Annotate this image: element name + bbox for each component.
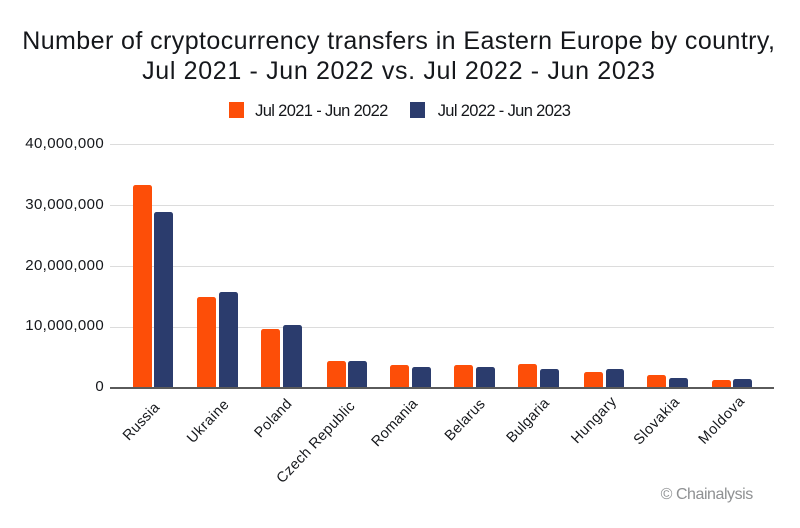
svg-text:Romania: Romania xyxy=(369,396,422,451)
svg-text:Russia: Russia xyxy=(120,399,164,444)
svg-text:Slovakia: Slovakia xyxy=(631,394,684,448)
svg-text:Czech Republic: Czech Republic xyxy=(274,398,359,486)
svg-text:Belarus: Belarus xyxy=(442,396,489,444)
svg-text:Moldova: Moldova xyxy=(696,393,749,447)
svg-text:Ukraine: Ukraine xyxy=(184,397,233,447)
svg-text:Bulgaria: Bulgaria xyxy=(504,395,554,446)
svg-text:Poland: Poland xyxy=(252,396,296,441)
svg-text:Hungary: Hungary xyxy=(568,393,620,446)
